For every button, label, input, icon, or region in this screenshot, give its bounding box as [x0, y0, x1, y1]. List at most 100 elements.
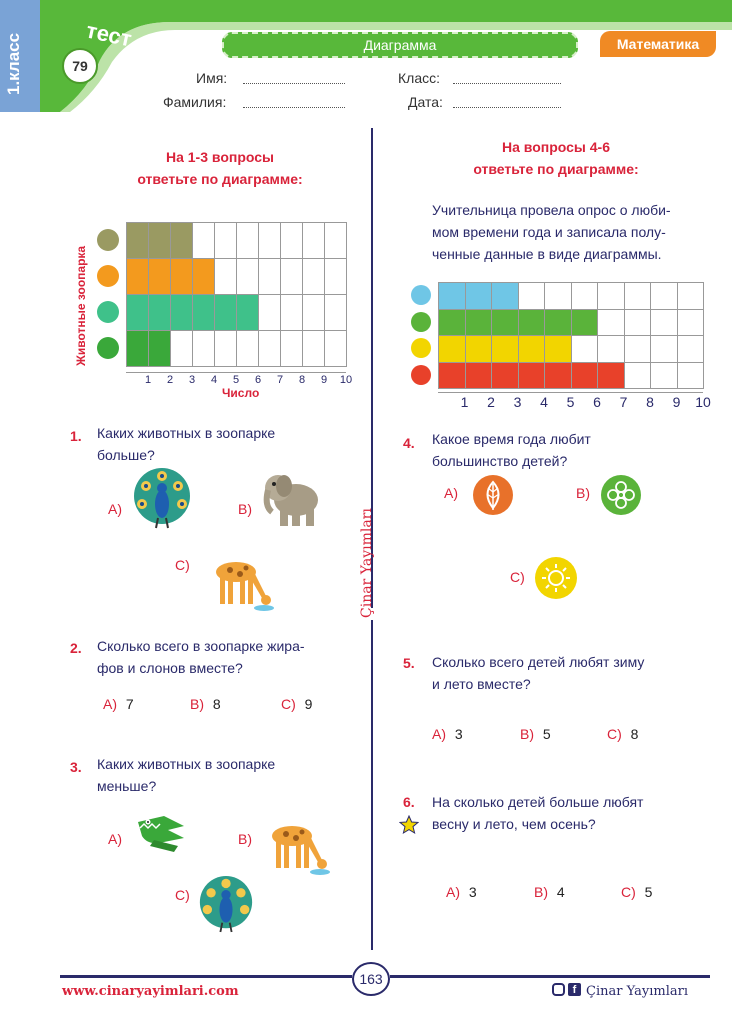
- q1-option-c-label[interactable]: C): [175, 557, 190, 573]
- footer-website[interactable]: www.cinaryayimlari.com: [62, 984, 239, 999]
- grid-cell-empty: [597, 308, 625, 336]
- grid-cell-empty: [650, 335, 678, 363]
- q4-option-c-label[interactable]: C): [510, 569, 525, 585]
- question-4-number: 4.: [403, 435, 415, 451]
- question-2-number: 2.: [70, 640, 82, 656]
- grid-cell-empty: [623, 335, 651, 363]
- q4-option-b-label[interactable]: B): [576, 485, 590, 501]
- x-tick-label: 10: [339, 374, 353, 386]
- q5-option-b[interactable]: B) 5: [520, 726, 551, 742]
- grid-cell-empty: [623, 361, 651, 389]
- leaf-icon[interactable]: [472, 474, 514, 516]
- grid-cell-empty: [517, 282, 545, 310]
- spine-publisher: Çinar Yayımları: [359, 508, 375, 618]
- sun-icon[interactable]: [534, 556, 578, 600]
- grid-cell-empty: [236, 258, 259, 295]
- x-tick-label: 3: [188, 374, 196, 386]
- x-tick-label: 2: [166, 374, 174, 386]
- grid-cell-empty: [214, 222, 237, 259]
- left-instructions: На 1-3 вопросы ответьте по диаграмме:: [137, 149, 303, 187]
- bar-cell-filled: [148, 258, 171, 295]
- x-tick-label: 8: [298, 374, 306, 386]
- facebook-icon[interactable]: f: [568, 983, 581, 996]
- bar-cell-filled: [491, 282, 519, 310]
- surname-label: Фамилия:: [163, 94, 227, 110]
- grid-cell-empty: [597, 282, 625, 310]
- grid-cell-empty: [570, 282, 598, 310]
- q2-option-a[interactable]: A) 7: [103, 696, 134, 712]
- q1-option-a-label[interactable]: A): [108, 501, 122, 517]
- q6-option-c[interactable]: C) 5: [621, 884, 653, 900]
- column-divider-lower: [371, 620, 373, 950]
- x-tick-label: 7: [276, 374, 284, 386]
- class-input[interactable]: [453, 82, 561, 84]
- elephant-icon[interactable]: [262, 466, 322, 530]
- giraffe-icon[interactable]: [208, 546, 274, 612]
- peacock-icon[interactable]: [132, 466, 192, 530]
- x-axis-line: [126, 372, 346, 373]
- column-divider: [371, 128, 373, 608]
- question-5-text: Сколько всего детей любят зиму и лето вме…: [432, 654, 645, 692]
- bar-cell-filled: [192, 258, 215, 295]
- instagram-icon[interactable]: [552, 983, 565, 996]
- survey-intro: Учительница провела опрос о люби-мом вре…: [432, 202, 671, 262]
- bar-cell-filled: [597, 361, 625, 389]
- grid-cell-empty: [258, 294, 281, 331]
- giraffe-icon: [94, 258, 122, 294]
- bar-cell-filled: [148, 294, 171, 331]
- q3-option-c-label[interactable]: C): [175, 887, 190, 903]
- x-tick-label: 4: [540, 394, 548, 410]
- q4-option-a-label[interactable]: A): [444, 485, 458, 501]
- zoo-chart-ylabel: Животные зоопарка: [74, 245, 88, 366]
- q2-option-c[interactable]: C) 9: [281, 696, 313, 712]
- subject-badge: Математика: [600, 31, 716, 57]
- date-label: Дата:: [408, 94, 443, 110]
- bar-cell-filled: [491, 335, 519, 363]
- grid-cell-empty: [192, 330, 215, 367]
- bar-cell-filled: [464, 361, 492, 389]
- q2-option-b[interactable]: B) 8: [190, 696, 221, 712]
- x-tick-label: 9: [320, 374, 328, 386]
- bar-cell-filled: [148, 222, 171, 259]
- date-input[interactable]: [453, 106, 561, 108]
- grid-cell-empty: [676, 282, 704, 310]
- crocodile-icon: [94, 330, 122, 366]
- surname-input[interactable]: [243, 106, 345, 108]
- q6-option-b[interactable]: B) 4: [534, 884, 565, 900]
- grid-cell-empty: [280, 222, 303, 259]
- bar-cell-filled: [544, 361, 572, 389]
- x-tick-label: 10: [695, 394, 711, 410]
- bar-cell-filled: [126, 258, 149, 295]
- grid-cell-empty: [280, 258, 303, 295]
- bar-cell-filled: [438, 308, 466, 336]
- season-chart: 1 2 3 4 5 6 7 8 9 10: [408, 280, 718, 410]
- x-tick-label: 3: [513, 394, 522, 410]
- name-input[interactable]: [243, 82, 345, 84]
- question-3-number: 3.: [70, 759, 82, 775]
- grid-cell-empty: [258, 330, 281, 367]
- bar-cell-filled: [214, 294, 237, 331]
- spring-icon: [408, 309, 434, 336]
- summer-icon: [408, 335, 434, 362]
- flower-icon[interactable]: [600, 474, 642, 516]
- grid-cell-empty: [192, 222, 215, 259]
- q3-option-a-label[interactable]: A): [108, 831, 122, 847]
- bar-cell-filled: [570, 361, 598, 389]
- question-1-text: Каких животных в зоопарке больше?: [97, 425, 276, 463]
- crocodile-icon[interactable]: [134, 812, 190, 856]
- q3-option-b-label[interactable]: B): [238, 831, 252, 847]
- peacock-icon[interactable]: [198, 874, 254, 934]
- grid-cell-empty: [258, 222, 281, 259]
- grid-cell-empty: [236, 330, 259, 367]
- bar-cell-filled: [464, 308, 492, 336]
- q5-option-c[interactable]: C) 8: [607, 726, 639, 742]
- x-tick-label: 9: [672, 394, 681, 410]
- bar-cell-filled: [438, 361, 466, 389]
- giraffe-icon[interactable]: [264, 810, 330, 876]
- bar-cell-filled: [464, 282, 492, 310]
- x-tick-label: 8: [646, 394, 654, 410]
- q6-option-a[interactable]: A) 3: [446, 884, 477, 900]
- q5-option-a[interactable]: A) 3: [432, 726, 463, 742]
- grid-cell-empty: [170, 330, 193, 367]
- q1-option-b-label[interactable]: B): [238, 501, 252, 517]
